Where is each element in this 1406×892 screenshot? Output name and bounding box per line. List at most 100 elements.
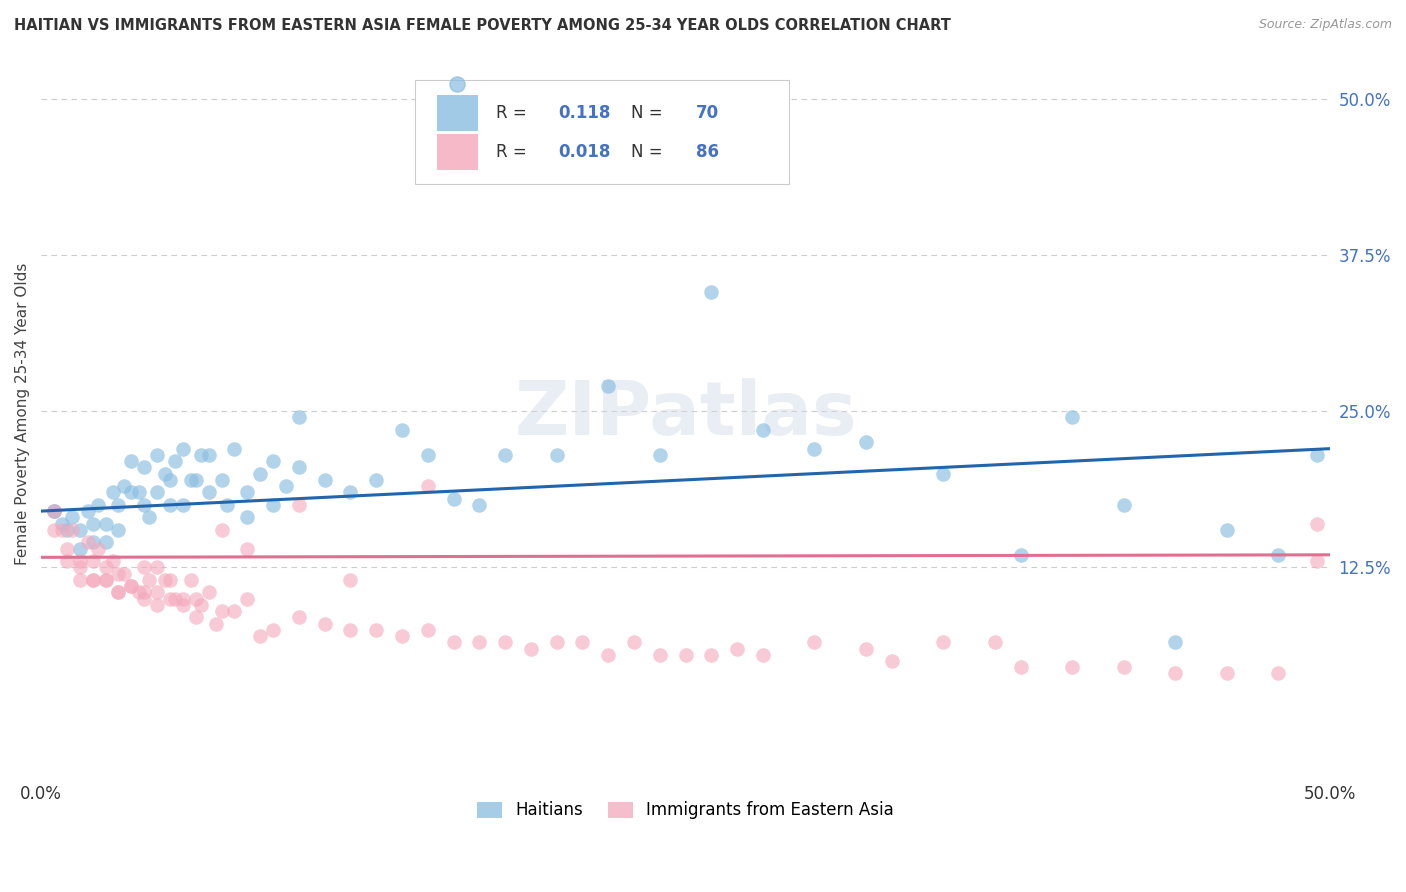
Text: N =: N = bbox=[631, 103, 668, 121]
Point bbox=[598, 379, 620, 393]
Point bbox=[146, 598, 169, 612]
Point bbox=[159, 473, 181, 487]
Point bbox=[416, 623, 439, 637]
Point bbox=[443, 635, 465, 649]
Point bbox=[42, 504, 65, 518]
Point bbox=[366, 473, 388, 487]
Point bbox=[236, 591, 259, 606]
Point bbox=[76, 504, 98, 518]
Point bbox=[224, 442, 246, 456]
Point bbox=[262, 623, 284, 637]
Text: 70: 70 bbox=[696, 103, 718, 121]
Point bbox=[120, 579, 142, 593]
Point bbox=[69, 523, 91, 537]
Point bbox=[180, 573, 202, 587]
Text: ZIPatlas: ZIPatlas bbox=[515, 378, 856, 450]
Point bbox=[146, 448, 169, 462]
Point bbox=[1164, 635, 1187, 649]
Point bbox=[700, 648, 723, 662]
Point bbox=[172, 598, 194, 612]
Point bbox=[159, 591, 181, 606]
Point bbox=[69, 573, 91, 587]
Point bbox=[120, 485, 142, 500]
Point bbox=[571, 635, 593, 649]
Point bbox=[103, 485, 125, 500]
Point bbox=[69, 560, 91, 574]
Point bbox=[623, 635, 645, 649]
Point bbox=[146, 560, 169, 574]
Point bbox=[1306, 448, 1329, 462]
Point bbox=[134, 460, 156, 475]
Point bbox=[190, 598, 212, 612]
Point bbox=[134, 591, 156, 606]
Point bbox=[675, 648, 697, 662]
Point bbox=[1112, 498, 1135, 512]
Point bbox=[546, 448, 568, 462]
Point bbox=[128, 585, 150, 599]
Point bbox=[94, 535, 117, 549]
Legend: Haitians, Immigrants from Eastern Asia: Haitians, Immigrants from Eastern Asia bbox=[471, 795, 901, 826]
Point bbox=[51, 523, 73, 537]
Point bbox=[262, 454, 284, 468]
Point bbox=[211, 473, 233, 487]
Point bbox=[1112, 660, 1135, 674]
Point bbox=[205, 616, 228, 631]
Point bbox=[153, 467, 176, 481]
Point bbox=[752, 423, 775, 437]
Point bbox=[56, 554, 79, 568]
Point bbox=[725, 641, 748, 656]
Point bbox=[69, 541, 91, 556]
Point bbox=[700, 285, 723, 300]
Point bbox=[262, 498, 284, 512]
Point bbox=[932, 467, 955, 481]
Point bbox=[211, 523, 233, 537]
Point bbox=[107, 585, 129, 599]
Point bbox=[172, 498, 194, 512]
Point bbox=[56, 523, 79, 537]
Point bbox=[1216, 666, 1239, 681]
Point bbox=[855, 435, 877, 450]
Text: N =: N = bbox=[631, 143, 668, 161]
Point bbox=[1267, 666, 1289, 681]
Point bbox=[274, 479, 297, 493]
Point bbox=[134, 498, 156, 512]
Point bbox=[803, 442, 825, 456]
Point bbox=[546, 635, 568, 649]
Point bbox=[51, 516, 73, 531]
Point bbox=[184, 591, 207, 606]
Point bbox=[339, 485, 361, 500]
Point bbox=[165, 454, 187, 468]
Point bbox=[648, 448, 671, 462]
Point bbox=[76, 535, 98, 549]
Point bbox=[752, 648, 775, 662]
Point bbox=[82, 573, 104, 587]
Point bbox=[94, 560, 117, 574]
Point bbox=[803, 635, 825, 649]
Point bbox=[197, 485, 219, 500]
Point bbox=[197, 585, 219, 599]
Point bbox=[42, 523, 65, 537]
Point bbox=[153, 573, 176, 587]
Point bbox=[416, 479, 439, 493]
Point bbox=[107, 566, 129, 581]
Point bbox=[932, 635, 955, 649]
Point bbox=[94, 573, 117, 587]
FancyBboxPatch shape bbox=[415, 80, 789, 185]
Point bbox=[391, 423, 413, 437]
Point bbox=[159, 573, 181, 587]
Point bbox=[1306, 554, 1329, 568]
Point bbox=[249, 629, 271, 643]
Point bbox=[138, 510, 160, 524]
Point bbox=[468, 498, 491, 512]
Point bbox=[288, 410, 311, 425]
FancyBboxPatch shape bbox=[437, 95, 478, 130]
Point bbox=[112, 566, 135, 581]
Text: Source: ZipAtlas.com: Source: ZipAtlas.com bbox=[1258, 18, 1392, 31]
Point bbox=[82, 535, 104, 549]
Point bbox=[56, 541, 79, 556]
Point bbox=[598, 648, 620, 662]
Point bbox=[184, 610, 207, 624]
Point bbox=[288, 498, 311, 512]
Point bbox=[197, 448, 219, 462]
Point bbox=[146, 485, 169, 500]
